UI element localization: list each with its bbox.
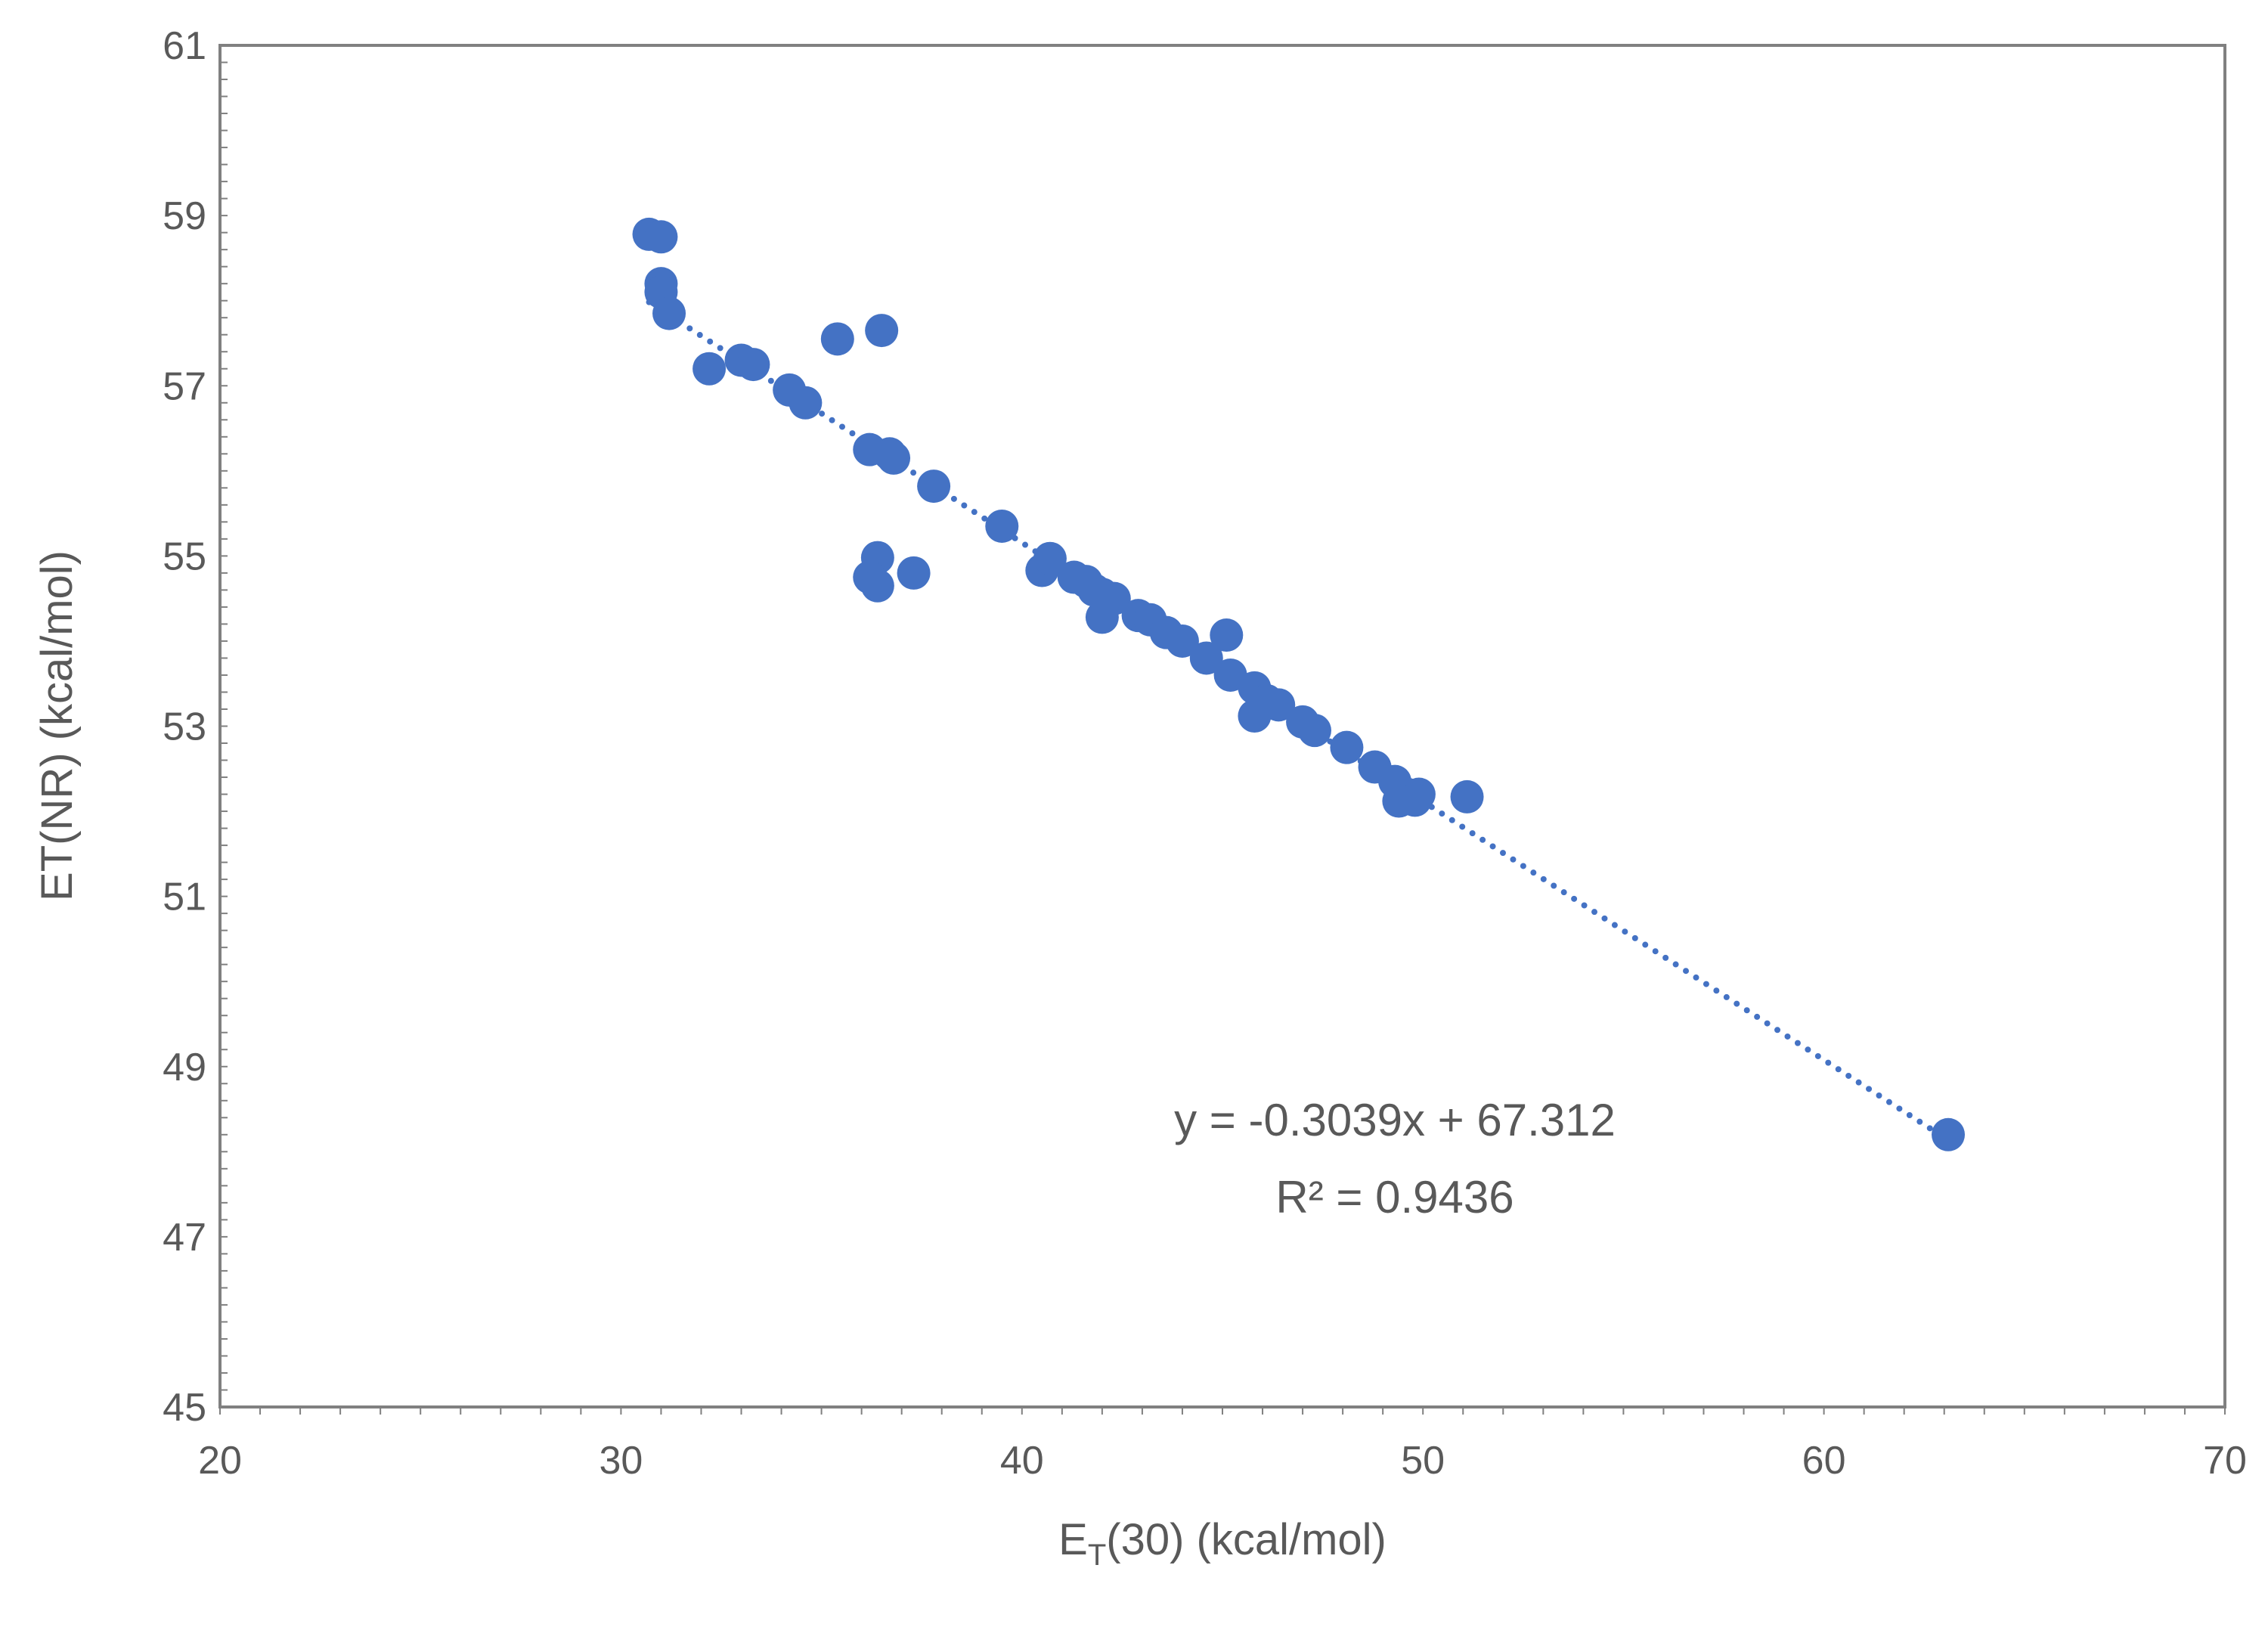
data-point <box>860 569 894 603</box>
minor-ticks <box>219 45 2226 1415</box>
data-point <box>1932 1117 1966 1151</box>
data-point <box>789 386 823 420</box>
x-axis-title: ET(30) (kcal/mol) <box>1058 1515 1387 1572</box>
y-tick-label: 53 <box>163 705 206 749</box>
data-point <box>1189 641 1223 675</box>
data-point <box>1330 730 1364 764</box>
y-tick-label: 47 <box>163 1216 206 1260</box>
x-axis-title-subscript: T <box>1088 1539 1106 1572</box>
data-point <box>1210 618 1244 652</box>
data-point <box>985 509 1019 543</box>
data-point <box>1033 541 1067 575</box>
x-tick-label: 30 <box>599 1439 643 1483</box>
x-tick-label: 60 <box>1802 1439 1846 1483</box>
trendline-r-squared: R² = 0.9436 <box>1275 1172 1514 1223</box>
data-point <box>1297 714 1331 748</box>
y-tick-label: 61 <box>163 24 206 68</box>
trendline-equation: y = -0.3039x + 67.312 <box>1174 1095 1616 1145</box>
data-point <box>1398 783 1432 817</box>
data-point <box>692 352 727 386</box>
data-point <box>644 220 678 254</box>
data-point <box>652 296 686 330</box>
data-point <box>877 441 911 475</box>
x-tick-label: 70 <box>2203 1439 2247 1483</box>
data-point <box>736 348 770 382</box>
data-point <box>897 556 931 590</box>
data-point <box>1085 600 1119 634</box>
x-tick-label: 20 <box>198 1439 242 1483</box>
data-point <box>865 314 899 348</box>
data-point <box>1165 624 1199 658</box>
y-axis-title: ET(NR) (kcal/mol) <box>33 550 82 901</box>
data-point <box>917 470 951 504</box>
plot-area-border <box>218 44 2226 1409</box>
data-point <box>1450 779 1484 814</box>
y-tick-label: 51 <box>163 875 206 919</box>
data-point <box>820 322 854 356</box>
y-tick-label: 55 <box>163 535 206 578</box>
y-tick-label: 59 <box>163 194 206 238</box>
y-tick-label: 49 <box>163 1046 206 1089</box>
y-tick-label: 45 <box>163 1386 206 1430</box>
data-point <box>1238 699 1272 733</box>
x-tick-label: 40 <box>1000 1439 1044 1483</box>
points-group <box>632 217 1966 1151</box>
x-tick-label: 50 <box>1401 1439 1445 1483</box>
y-tick-labels: 45 47 49 51 53 55 57 59 61 <box>163 24 206 1430</box>
y-tick-label: 57 <box>163 364 206 408</box>
x-tick-labels: 20 30 40 50 60 70 <box>198 1439 2247 1483</box>
